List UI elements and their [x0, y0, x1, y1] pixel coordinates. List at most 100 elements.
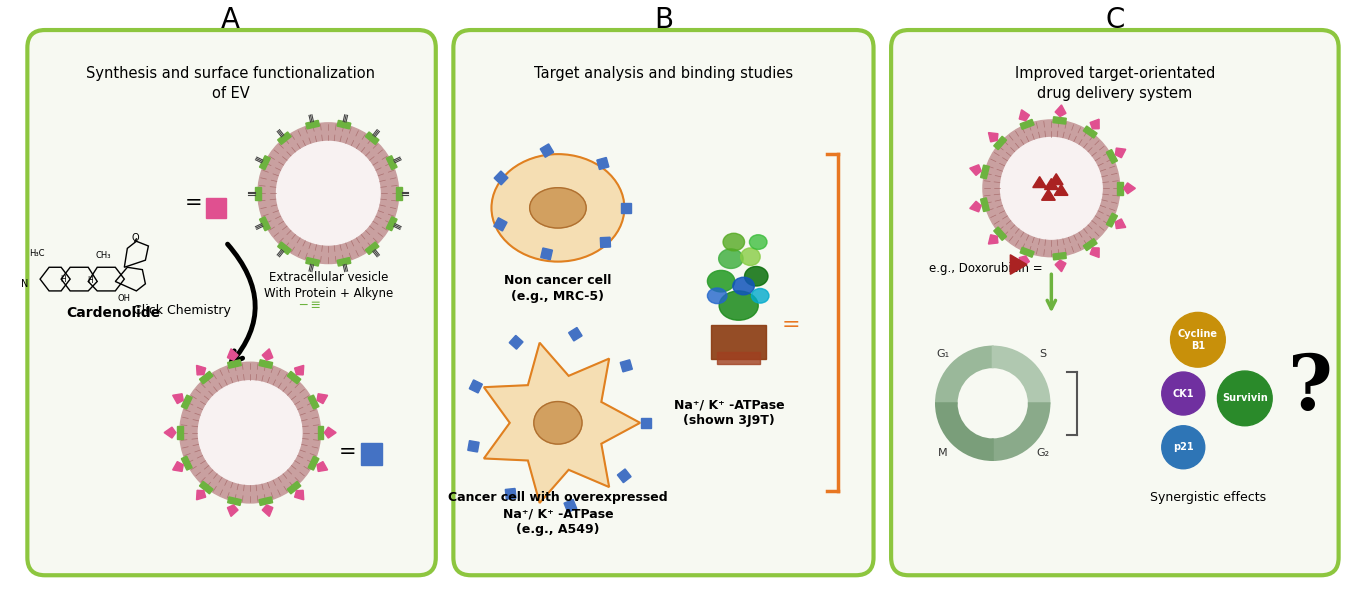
- Text: p21: p21: [1173, 442, 1193, 452]
- Polygon shape: [1020, 247, 1035, 257]
- Polygon shape: [366, 132, 379, 144]
- Polygon shape: [318, 426, 324, 439]
- Ellipse shape: [749, 235, 767, 249]
- Polygon shape: [287, 481, 300, 494]
- Polygon shape: [1055, 260, 1066, 272]
- Text: Cancer cell with overexpressed
Na⁺/ K⁺ -ATPase
(e.g., A549): Cancer cell with overexpressed Na⁺/ K⁺ -…: [448, 491, 667, 536]
- Polygon shape: [1020, 256, 1029, 267]
- Polygon shape: [197, 490, 206, 500]
- Bar: [564, 500, 577, 512]
- Polygon shape: [259, 217, 270, 231]
- Polygon shape: [259, 497, 273, 506]
- Circle shape: [258, 123, 399, 263]
- Polygon shape: [228, 497, 242, 506]
- Ellipse shape: [718, 249, 743, 268]
- Text: Click Chemistry: Click Chemistry: [132, 304, 231, 317]
- Polygon shape: [177, 426, 183, 439]
- Ellipse shape: [707, 271, 734, 292]
- Text: A: A: [221, 6, 240, 34]
- Polygon shape: [259, 360, 273, 368]
- Ellipse shape: [530, 188, 586, 228]
- Polygon shape: [1115, 148, 1126, 158]
- Polygon shape: [386, 156, 397, 170]
- Text: O: O: [131, 233, 139, 243]
- Text: G₂: G₂: [1036, 448, 1050, 458]
- Circle shape: [1218, 371, 1272, 426]
- Text: G₁: G₁: [936, 349, 950, 359]
- Polygon shape: [337, 257, 351, 266]
- Circle shape: [180, 362, 321, 503]
- Polygon shape: [1010, 255, 1026, 274]
- Wedge shape: [992, 347, 1050, 403]
- Polygon shape: [228, 360, 242, 368]
- Bar: [494, 171, 508, 185]
- Polygon shape: [277, 132, 291, 144]
- Polygon shape: [994, 227, 1006, 240]
- Polygon shape: [396, 187, 401, 199]
- FancyBboxPatch shape: [891, 30, 1339, 575]
- Polygon shape: [295, 365, 304, 375]
- Bar: [621, 203, 631, 213]
- Polygon shape: [988, 235, 998, 244]
- Polygon shape: [1055, 105, 1066, 117]
- Polygon shape: [1052, 252, 1066, 260]
- Text: Na⁺/ K⁺ -ATPase
(shown 3J9T): Na⁺/ K⁺ -ATPase (shown 3J9T): [673, 399, 785, 428]
- Polygon shape: [1107, 213, 1118, 227]
- Text: C: C: [1106, 6, 1125, 34]
- Text: Target analysis and binding studies: Target analysis and binding studies: [534, 66, 793, 81]
- Bar: [470, 380, 482, 393]
- Circle shape: [983, 120, 1119, 257]
- Polygon shape: [308, 456, 319, 470]
- Ellipse shape: [491, 154, 624, 262]
- Polygon shape: [969, 201, 981, 212]
- Polygon shape: [1052, 117, 1066, 124]
- Polygon shape: [1041, 189, 1055, 201]
- Text: H: H: [60, 275, 66, 284]
- Polygon shape: [1091, 248, 1099, 257]
- Text: N: N: [22, 279, 29, 289]
- Polygon shape: [317, 461, 328, 472]
- Polygon shape: [306, 120, 319, 129]
- Polygon shape: [287, 371, 300, 384]
- Bar: [569, 327, 581, 341]
- Ellipse shape: [744, 266, 768, 286]
- FancyBboxPatch shape: [27, 30, 435, 575]
- Polygon shape: [386, 217, 397, 231]
- Text: ?: ?: [1289, 352, 1332, 426]
- Ellipse shape: [733, 277, 755, 295]
- Circle shape: [277, 141, 379, 245]
- Polygon shape: [325, 427, 336, 438]
- Ellipse shape: [534, 402, 581, 444]
- Wedge shape: [936, 347, 992, 403]
- Polygon shape: [1033, 176, 1047, 188]
- Polygon shape: [182, 395, 192, 409]
- Polygon shape: [306, 257, 319, 266]
- Text: H: H: [87, 276, 93, 284]
- Text: CH₃: CH₃: [96, 251, 111, 260]
- Polygon shape: [197, 365, 206, 375]
- Polygon shape: [182, 456, 192, 470]
- Polygon shape: [1054, 184, 1067, 195]
- Polygon shape: [172, 461, 183, 472]
- Bar: [620, 360, 632, 372]
- Polygon shape: [337, 120, 351, 129]
- Circle shape: [1171, 312, 1226, 367]
- Ellipse shape: [741, 248, 760, 266]
- Bar: [509, 335, 523, 349]
- Circle shape: [1001, 138, 1102, 239]
- Text: Synthesis and surface functionalization
of EV: Synthesis and surface functionalization …: [86, 66, 375, 101]
- Polygon shape: [1050, 174, 1063, 185]
- Polygon shape: [1084, 239, 1097, 251]
- Polygon shape: [994, 137, 1006, 150]
- Polygon shape: [1084, 126, 1097, 138]
- Polygon shape: [1117, 182, 1122, 194]
- Text: =: =: [781, 315, 800, 335]
- Circle shape: [198, 381, 302, 484]
- Bar: [597, 158, 609, 170]
- Polygon shape: [980, 165, 990, 179]
- Polygon shape: [255, 187, 261, 199]
- Polygon shape: [199, 371, 213, 384]
- Polygon shape: [262, 505, 273, 516]
- Bar: [360, 443, 382, 465]
- Polygon shape: [262, 349, 273, 360]
